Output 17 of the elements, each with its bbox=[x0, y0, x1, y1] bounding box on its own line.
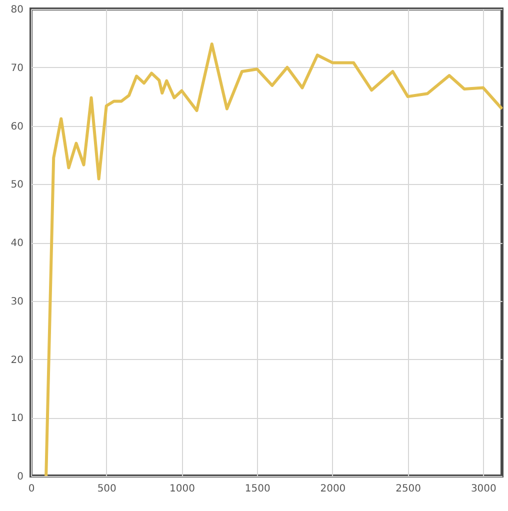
y-tick-label: 70 bbox=[10, 62, 24, 74]
y-tick-label: 60 bbox=[10, 121, 24, 132]
y-tick-label: 50 bbox=[10, 180, 24, 191]
y-tick-label: 30 bbox=[10, 296, 24, 308]
y-tick-label: 0 bbox=[17, 472, 24, 482]
y-tick-label: 80 bbox=[10, 4, 24, 16]
y-tick-label: 20 bbox=[10, 354, 24, 366]
y-tick-label: 40 bbox=[10, 238, 24, 249]
y-tick-label: 10 bbox=[10, 413, 24, 424]
x-tick-label: 1500 bbox=[244, 484, 270, 494]
x-tick-label: 1000 bbox=[169, 484, 195, 494]
x-tick-label: 500 bbox=[97, 484, 116, 494]
x-tick-label: 2000 bbox=[320, 484, 346, 494]
x-tick-label: 0 bbox=[28, 484, 35, 494]
line-series bbox=[44, 42, 504, 478]
x-tick-label: 3000 bbox=[470, 484, 496, 494]
x-tick-label: 2500 bbox=[396, 484, 422, 494]
